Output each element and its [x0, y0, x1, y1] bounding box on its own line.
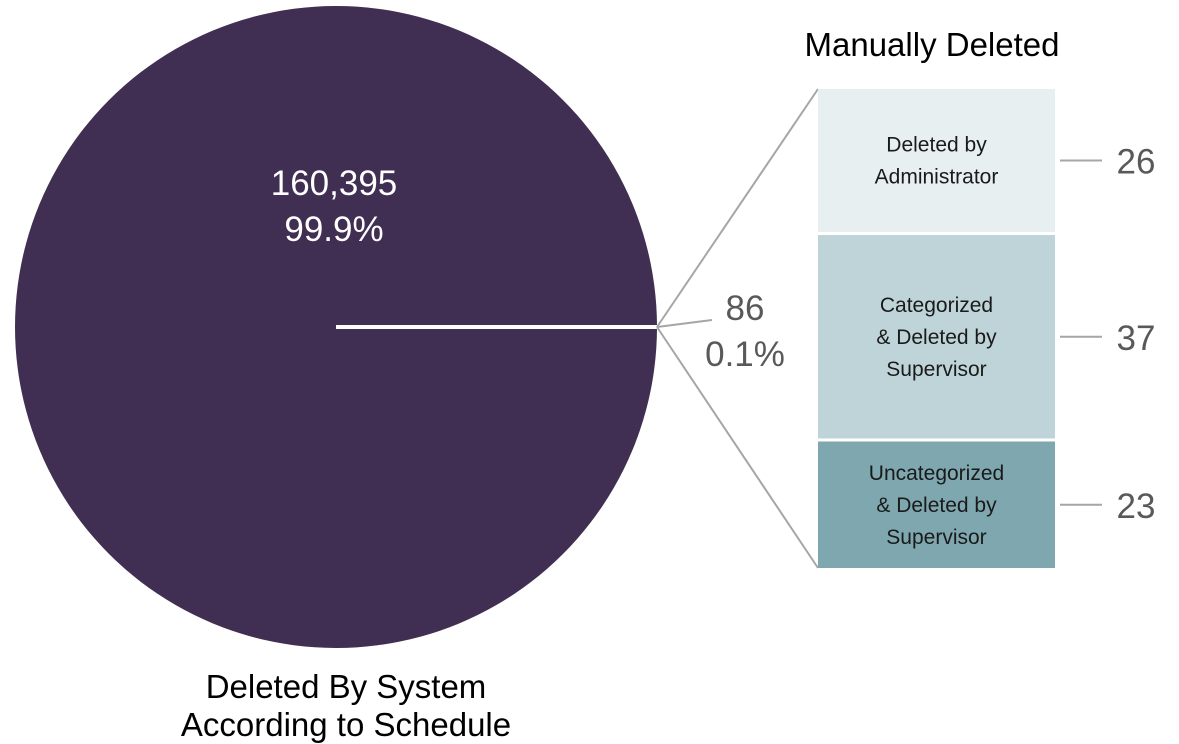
connector-lines — [656, 88, 1102, 569]
pie-slice-system-value-label: 160,395 99.9% — [271, 164, 398, 249]
small-slice-leader — [656, 319, 713, 328]
pie-slice-system-category-label: Deleted By System According to Schedule — [181, 668, 511, 743]
bar-segment-1-value: 26 — [1117, 143, 1156, 182]
bar-segment-1-label: Deleted by Administrator — [875, 134, 999, 189]
bar-segment-2-label: Categorized & Deleted by Supervisor — [876, 294, 997, 381]
breakdown-bar — [818, 89, 1055, 568]
pie-chart — [15, 5, 658, 648]
pie-slice-manual-value-label: 86 0.1% — [705, 289, 785, 374]
bar-segment-1 — [818, 89, 1055, 232]
bar-segment-3-value: 23 — [1117, 487, 1156, 526]
breakdown-title: Manually Deleted — [805, 26, 1060, 63]
connector-top — [656, 88, 819, 328]
bar-segment-2 — [818, 235, 1055, 439]
bar-segment-3-label: Uncategorized & Deleted by Supervisor — [869, 462, 1004, 549]
connector-bottom — [656, 326, 819, 569]
chart-labels: 160,395 99.9% Deleted By System According t… — [181, 26, 1156, 743]
bar-segment-3 — [818, 441, 1055, 568]
pie-slice-system — [15, 5, 657, 648]
bar-segment-2-value: 37 — [1117, 319, 1156, 358]
